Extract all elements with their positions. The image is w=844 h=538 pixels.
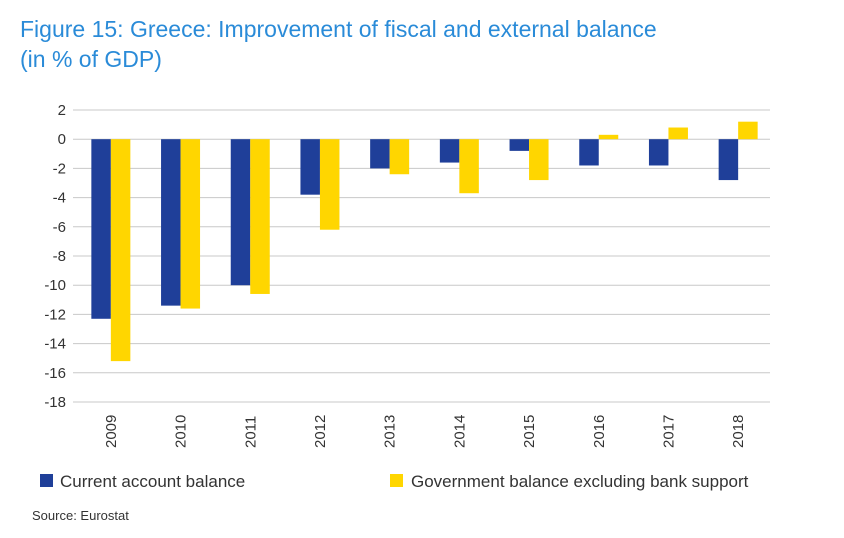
source-note: Source: Eurostat [32, 508, 129, 523]
bar-current-account [230, 139, 251, 286]
x-tick-label: 2017 [660, 415, 677, 448]
bar-current-account [161, 139, 181, 306]
y-tick-label: -12 [44, 306, 66, 323]
bar-current-account [300, 139, 320, 195]
y-tick-label: -18 [44, 394, 66, 411]
x-tick-label: 2010 [173, 415, 190, 448]
bar-government-balance [529, 139, 549, 181]
x-tick-label: 2009 [103, 415, 120, 448]
y-tick-label: -10 [44, 277, 66, 294]
y-tick-label: -8 [53, 248, 66, 265]
bar-government-balance [598, 134, 619, 140]
bar-current-account [509, 139, 530, 151]
y-tick-label: -6 [53, 219, 66, 236]
bar-current-account [718, 139, 739, 181]
bar-government-balance [250, 139, 270, 294]
bar-government-balance [389, 139, 410, 175]
legend-label: Current account balance [60, 472, 245, 491]
x-axis-ticks: 2009 2010 2011 2012 2013 2014 2015 2016 2017 2018 [103, 415, 747, 448]
x-tick-label: 2012 [312, 415, 329, 448]
bars [91, 121, 758, 362]
bar-government-balance [738, 121, 758, 140]
bar-current-account [579, 139, 599, 166]
y-tick-label: -16 [44, 365, 66, 382]
chart-subtitle: (in % of GDP) [20, 46, 162, 72]
bar-government-balance [459, 139, 479, 194]
x-tick-label: 2011 [242, 416, 259, 448]
legend-swatch [390, 474, 403, 487]
bar-current-account [370, 139, 390, 169]
y-tick-label: -4 [53, 190, 66, 207]
legend: Current account balance Government balanc… [40, 472, 749, 491]
legend-label: Government balance excluding bank suppor… [411, 472, 749, 491]
bar-government-balance [110, 139, 131, 362]
x-tick-label: 2013 [382, 415, 399, 448]
bar-current-account [439, 139, 460, 163]
y-axis-ticks: 2 0 -2 -4 -6 -8 -10 -12 -14 -16 -18 [44, 102, 66, 411]
y-tick-label: 0 [58, 131, 66, 148]
bar-government-balance [319, 139, 340, 230]
y-tick-label: -2 [53, 160, 66, 177]
y-tick-label: 2 [58, 102, 66, 119]
chart-title: Figure 15: Greece: Improvement of fiscal… [20, 16, 657, 42]
x-tick-label: 2018 [730, 415, 747, 448]
x-tick-label: 2014 [451, 415, 468, 448]
legend-swatch [40, 474, 53, 487]
bar-current-account [648, 139, 669, 166]
bar-government-balance [180, 139, 201, 309]
bar-current-account [91, 139, 111, 319]
bar-government-balance [668, 127, 688, 140]
y-tick-label: -14 [44, 336, 66, 353]
x-tick-label: 2016 [591, 415, 608, 448]
x-tick-label: 2015 [521, 415, 538, 448]
